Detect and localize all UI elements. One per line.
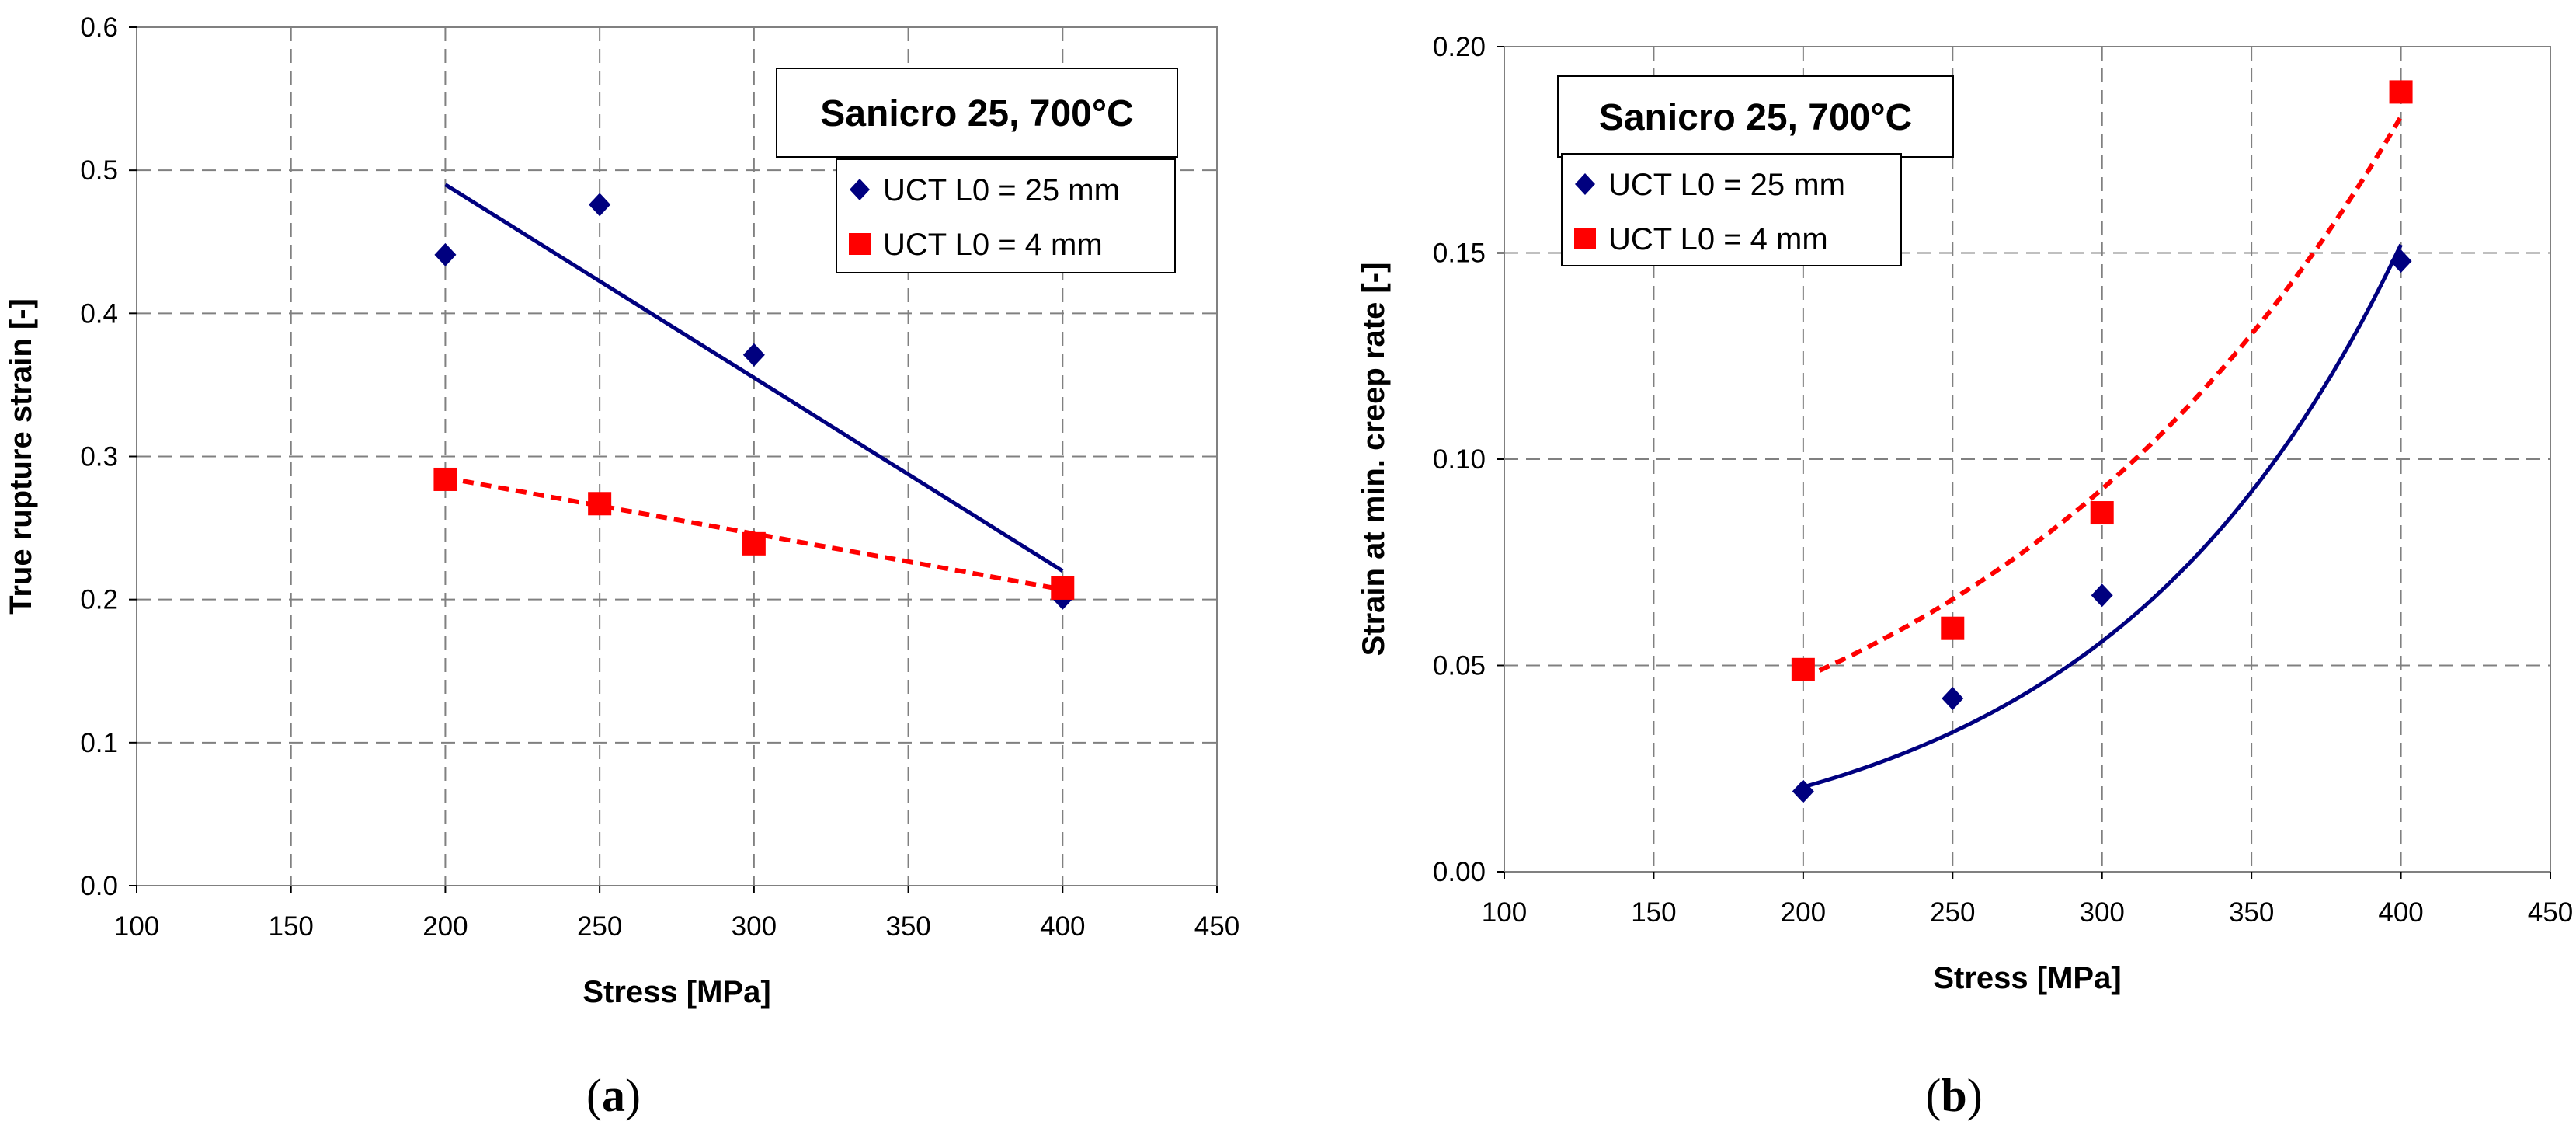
caption-close: ) — [625, 1070, 641, 1121]
y-tick-label: 0.00 — [1433, 857, 1486, 887]
legend-label-series-2: UCT L0 = 4 mm — [883, 228, 1103, 262]
legend-marker-series-1 — [850, 179, 870, 200]
x-tick-label: 250 — [1930, 897, 1975, 928]
chart-title-box — [776, 68, 1178, 158]
trendline-series-2 — [1802, 115, 2404, 681]
x-tick-label: 100 — [1482, 897, 1527, 928]
legend-label-series-1: UCT L0 = 25 mm — [883, 173, 1120, 207]
y-tick-label: 0.10 — [1433, 444, 1486, 475]
y-axis-title: Strain at min. creep rate [-] — [1357, 263, 1391, 657]
x-tick-label: 350 — [2229, 897, 2274, 928]
chart-a: 100 150 200 250 300 350 400 450 0.0 0.1 0.2 0.3 0.4 0… — [4, 12, 1239, 1121]
data-point-series-1 — [2091, 583, 2113, 608]
trendline-series-1 — [444, 183, 1064, 573]
caption-letter: b — [1941, 1070, 1966, 1121]
x-tick-label: 150 — [269, 911, 314, 942]
y-tick-label: 0.05 — [1433, 651, 1486, 681]
legend-marker-series-1 — [1575, 173, 1595, 195]
x-tick-label: 400 — [2378, 897, 2423, 928]
y-tick-label: 0.15 — [1433, 239, 1486, 269]
data-point-series-1 — [2390, 249, 2412, 273]
data-point-series-2 — [588, 492, 612, 516]
data-point-series-2 — [742, 531, 766, 556]
chart-title: Sanicro 25, 700°C — [820, 93, 1133, 134]
x-tick-label: 400 — [1040, 911, 1085, 942]
data-point-series-2 — [1051, 576, 1075, 600]
subfigure-caption: (b) — [1925, 1070, 1982, 1121]
x-axis-title: Stress [MPa] — [582, 975, 770, 1009]
x-tick-label: 200 — [1781, 897, 1826, 928]
y-tick-label: 0.4 — [80, 298, 118, 329]
legend — [1561, 153, 1902, 266]
legend-marker-series-2 — [1574, 228, 1596, 249]
x-tick-label: 450 — [1194, 911, 1239, 942]
data-point-series-1 — [589, 193, 611, 217]
data-point-series-1 — [1792, 779, 1814, 803]
y-tick-label: 0.5 — [80, 155, 118, 186]
data-point-series-1 — [434, 242, 457, 266]
y-tick-label: 0.20 — [1433, 32, 1486, 62]
legend-marker-series-2 — [849, 233, 871, 255]
y-tick-label: 0.3 — [80, 442, 118, 472]
data-point-series-1 — [1942, 686, 1964, 710]
caption-open: ( — [1925, 1070, 1941, 1121]
chart-title-box — [1557, 75, 1954, 158]
subfigure-caption: (a) — [586, 1070, 641, 1121]
data-point-series-1 — [742, 343, 765, 367]
y-tick-label: 0.1 — [80, 728, 118, 758]
caption-close: ) — [1967, 1070, 1983, 1121]
chart-title: Sanicro 25, 700°C — [1599, 97, 1912, 138]
legend-label-series-2: UCT L0 = 4 mm — [1608, 222, 1828, 256]
x-tick-label: 300 — [732, 911, 777, 942]
data-point-series-2 — [433, 467, 457, 491]
y-tick-label: 0.2 — [80, 585, 118, 615]
caption-open: ( — [586, 1070, 602, 1121]
trendline-series-1 — [1803, 243, 2403, 789]
x-tick-label: 450 — [2528, 897, 2573, 928]
y-tick-label: 0.0 — [80, 871, 118, 901]
x-tick-label: 150 — [1631, 897, 1676, 928]
x-tick-label: 250 — [577, 911, 622, 942]
data-point-series-2 — [2090, 501, 2114, 525]
y-axis-title: True rupture strain [-] — [4, 298, 38, 615]
legend — [836, 158, 1176, 273]
data-point-series-2 — [1941, 616, 1965, 640]
legend-label-series-1: UCT L0 = 25 mm — [1608, 168, 1845, 202]
data-point-series-2 — [2389, 80, 2413, 104]
caption-letter: a — [602, 1070, 625, 1121]
x-tick-label: 350 — [885, 911, 930, 942]
x-tick-label: 300 — [2080, 897, 2125, 928]
data-point-series-2 — [1791, 657, 1815, 681]
x-tick-label: 100 — [114, 911, 159, 942]
chart-b: 100 150 200 250 300 350 400 450 0.00 0.05 0.10 0.15… — [1357, 32, 2573, 1121]
x-axis-title: Stress [MPa] — [1933, 961, 2121, 995]
x-tick-label: 200 — [422, 911, 468, 942]
y-tick-label: 0.6 — [80, 12, 118, 43]
